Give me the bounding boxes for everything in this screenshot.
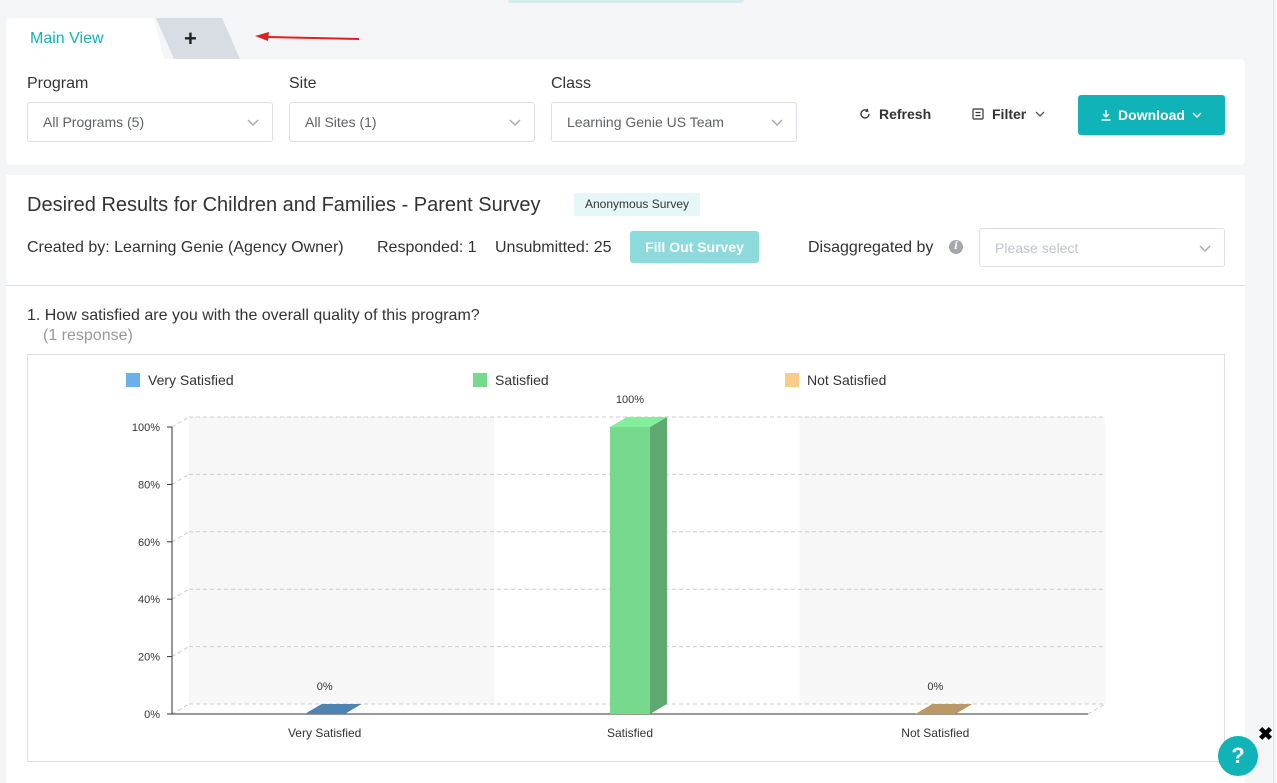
fill-out-survey-button[interactable]: Fill Out Survey (630, 231, 759, 263)
filter-icon (972, 108, 984, 120)
legend-label: Satisfied (495, 372, 549, 388)
top-strip (508, 0, 744, 3)
y-tick-label: 40% (138, 594, 160, 606)
chart-container: Very Satisfied Satisfied Not Satisfied 0… (27, 354, 1225, 762)
site-label: Site (289, 75, 317, 93)
site-select-value: All Sites (1) (305, 114, 377, 130)
refresh-label: Refresh (879, 106, 931, 122)
data-label: 100% (616, 394, 644, 406)
chevron-down-icon (1191, 109, 1203, 121)
info-icon[interactable]: i (949, 240, 963, 254)
legend-item-not-satisfied[interactable]: Not Satisfied (785, 372, 886, 388)
gridline (172, 474, 189, 484)
annotation-arrow-icon (255, 30, 361, 44)
chevron-down-icon (770, 115, 784, 129)
plot-band (800, 417, 1105, 704)
tab-main-view-label: Main View (30, 30, 104, 48)
legend-label: Very Satisfied (148, 372, 234, 388)
legend-swatch (785, 373, 799, 387)
chevron-down-icon (246, 115, 260, 129)
x-tick-label: Very Satisfied (288, 726, 361, 740)
program-label: Program (27, 75, 88, 93)
help-button[interactable]: ? (1218, 736, 1258, 776)
filter-button[interactable]: Filter (972, 105, 1046, 123)
responded-count: Responded: 1 (377, 239, 477, 257)
gridline (172, 532, 189, 542)
disaggregated-select[interactable]: Please select (979, 228, 1225, 267)
class-select[interactable]: Learning Genie US Team (551, 102, 797, 142)
legend-swatch (126, 373, 140, 387)
legend-item-very-satisfied[interactable]: Very Satisfied (126, 372, 234, 388)
y-tick-label: 100% (132, 422, 160, 434)
y-tick-label: 20% (138, 652, 160, 664)
bar-chart: 0% 20% 40% 60% 80% 100% 0% Very Satisfied 100% Sa… (28, 355, 1224, 761)
created-by-text: Created by: Learning Genie (Agency Owner… (27, 239, 344, 257)
close-icon[interactable]: ✖ (1258, 724, 1273, 745)
site-select[interactable]: All Sites (1) (289, 102, 535, 142)
disaggregated-label: Disaggregated by (808, 239, 933, 257)
scroll-edge (1273, 0, 1274, 783)
data-label: 0% (927, 681, 943, 693)
x-tick-label: Satisfied (607, 726, 653, 740)
legend-swatch (473, 373, 487, 387)
gridline (172, 417, 189, 427)
data-label: 0% (317, 681, 333, 693)
download-label: Download (1118, 107, 1185, 123)
class-label: Class (551, 75, 591, 93)
plus-icon: + (184, 26, 197, 52)
anonymous-survey-badge: Anonymous Survey (574, 193, 700, 216)
refresh-button[interactable]: Refresh (859, 105, 931, 123)
chevron-down-icon (508, 115, 522, 129)
chevron-down-icon (1034, 108, 1046, 120)
filter-label: Filter (992, 106, 1026, 122)
bar-side (650, 417, 667, 714)
legend-label: Not Satisfied (807, 372, 886, 388)
gridline (172, 589, 189, 599)
bar-top (915, 704, 972, 714)
bar-top (305, 704, 362, 714)
tab-main-view[interactable]: Main View (6, 18, 164, 59)
y-tick-label: 0% (144, 709, 160, 721)
unsubmitted-count: Unsubmitted: 25 (495, 239, 612, 257)
divider (6, 285, 1245, 286)
x-tick-label: Not Satisfied (901, 726, 969, 740)
survey-panel: Desired Results for Children and Familie… (6, 175, 1245, 783)
legend-item-satisfied[interactable]: Satisfied (473, 372, 549, 388)
gridline (1088, 704, 1105, 714)
survey-title: Desired Results for Children and Familie… (27, 194, 541, 217)
download-button[interactable]: Download (1078, 95, 1225, 135)
program-select-value: All Programs (5) (43, 114, 144, 130)
response-count: (1 response) (43, 327, 133, 345)
filter-panel: Program All Programs (5) Site All Sites … (6, 59, 1245, 165)
disaggregated-placeholder: Please select (995, 240, 1078, 256)
y-tick-label: 60% (138, 537, 160, 549)
class-select-value: Learning Genie US Team (567, 114, 724, 130)
bar (610, 427, 650, 714)
question-text: 1. How satisfied are you with the overal… (27, 307, 480, 325)
gridline (172, 704, 189, 714)
download-icon (1100, 109, 1112, 121)
add-tab-button[interactable]: + (156, 18, 240, 59)
plot-band (189, 417, 494, 704)
chevron-down-icon (1198, 241, 1212, 255)
y-tick-label: 80% (138, 479, 160, 491)
refresh-icon (859, 108, 871, 120)
program-select[interactable]: All Programs (5) (27, 102, 273, 142)
gridline (172, 647, 189, 657)
